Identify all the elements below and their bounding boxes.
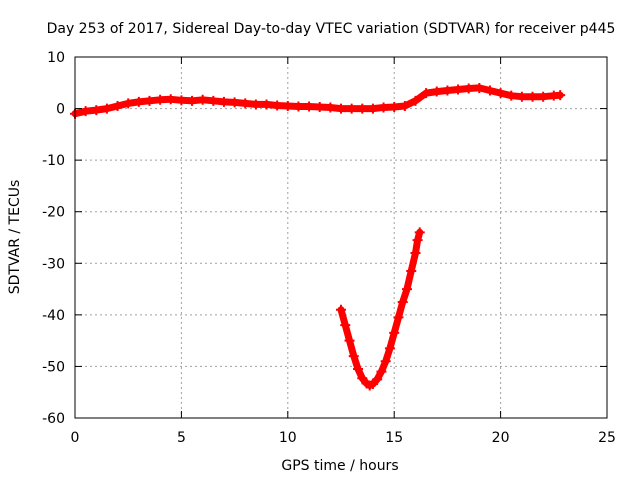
data-point [389,102,400,113]
data-point [442,85,453,96]
x-tick-label: 0 [71,430,80,446]
x-tick-label: 20 [492,430,510,446]
data-point [208,95,219,106]
data-point [527,91,538,102]
data-point [406,266,417,277]
data-point [197,94,208,105]
data-point [372,374,383,385]
data-point [187,95,198,106]
data-point [389,327,400,338]
data-point [155,94,166,105]
data-point [463,83,474,94]
data-point [165,94,176,105]
data-point [538,91,549,102]
y-tick-label: -50 [42,359,65,375]
data-point [272,100,283,111]
data-point [325,102,336,113]
series-layer [70,82,566,391]
data-point [240,98,251,109]
data-point [112,100,123,111]
data-point [555,90,566,101]
data-point [384,343,395,354]
x-tick-label: 25 [598,430,616,446]
data-point [91,105,102,116]
data-point [412,235,423,246]
y-tick-label: 10 [47,50,65,66]
y-tick-label: -10 [42,153,65,169]
data-point [421,88,432,99]
data-point [410,95,421,106]
data-point [357,373,368,384]
data-point [516,91,527,102]
ticks: 10 0 -10 -20 -30 -40 -50 -60 0 5 10 15 20 25 [42,50,616,446]
data-point [336,304,346,315]
series-line [337,228,424,389]
data-point [250,99,261,110]
data-point [340,320,351,331]
data-point [176,95,187,106]
series-2 [336,227,425,391]
data-point [80,106,91,117]
data-point [401,284,412,295]
x-axis-label: GPS time / hours [281,458,398,474]
x-tick-label: 10 [279,430,297,446]
data-point [380,356,391,367]
data-point [336,103,346,114]
data-point [293,101,304,112]
data-point [304,101,315,112]
data-point [261,99,272,110]
y-tick-label: -40 [42,308,65,324]
data-point [357,103,368,114]
data-point [506,90,517,101]
data-point [495,88,506,99]
series-1 [70,82,566,119]
data-point [229,97,240,108]
data-point [144,95,155,106]
y-tick-label: -20 [42,205,65,221]
data-point [474,82,485,93]
data-point [453,84,464,95]
plot-frame [74,56,608,419]
data-point [378,102,389,113]
data-point [410,247,421,258]
data-point [367,103,378,114]
data-point [484,85,495,96]
data-point [282,100,293,111]
y-axis-label: SDTVAR / TECUs [7,180,23,295]
data-point [431,86,442,97]
y-tick-label: 0 [56,102,65,118]
data-point [348,351,359,362]
data-point [393,312,404,323]
data-point [314,102,325,113]
data-point [218,96,229,107]
x-tick-label: 5 [177,430,186,446]
data-point [346,103,357,114]
data-point [399,100,410,111]
data-point [123,98,134,109]
y-tick-label: -30 [42,256,65,272]
data-point [133,96,144,107]
data-point [101,103,112,114]
data-point [353,364,364,375]
data-point [376,366,387,377]
data-point [397,296,408,307]
y-tick-label: -60 [42,411,65,427]
data-point [414,227,425,238]
data-point [344,335,355,346]
x-tick-label: 15 [385,430,403,446]
chart-title: Day 253 of 2017, Sidereal Day-to-day VTE… [47,21,616,37]
